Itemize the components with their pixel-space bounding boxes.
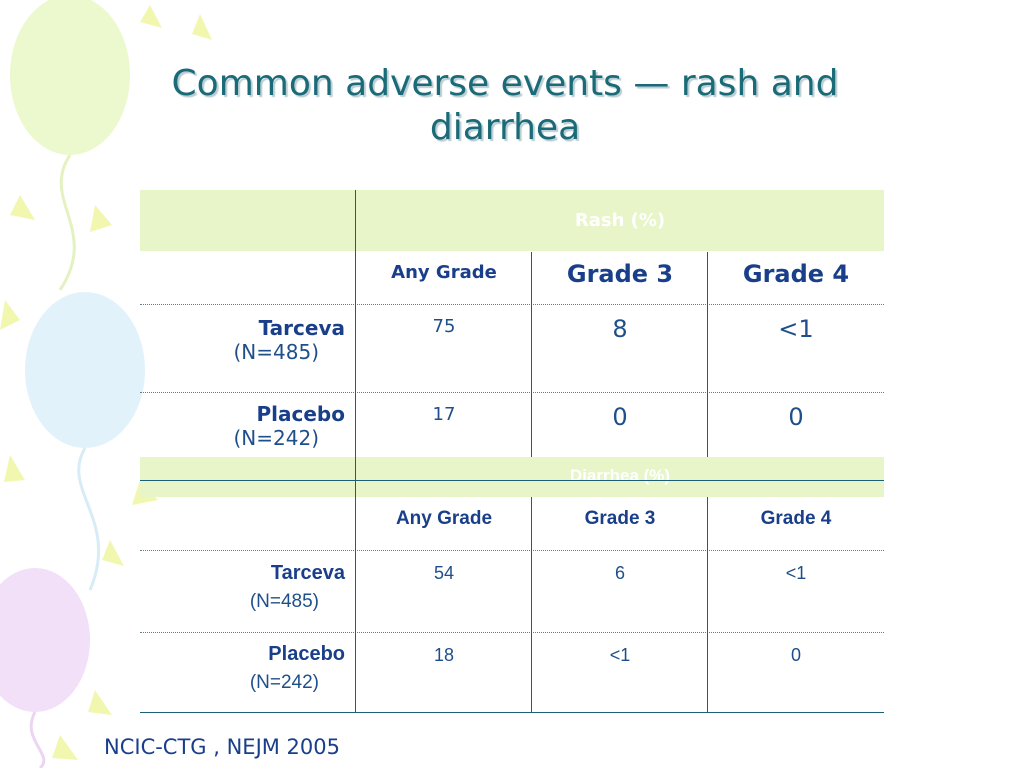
diarrhea-row-divider <box>140 550 884 551</box>
diarrhea-col-grade-3: Grade 3 <box>584 508 656 529</box>
rash-heading: Rash (%) <box>574 210 666 231</box>
diarrhea-row-tarceva-n: (N=485) <box>249 591 319 612</box>
diarrhea-header-band <box>140 457 884 497</box>
rash-row-divider <box>140 392 884 393</box>
rash-row-placebo-n: (N=242) <box>233 426 320 450</box>
column-divider <box>355 190 356 713</box>
rash-row-placebo-name: Placebo <box>256 402 346 426</box>
diarrhea-top-rule <box>140 480 884 481</box>
purple-balloon-icon <box>0 568 90 768</box>
slide-title: Common adverse events — rash and diarrhe… <box>171 63 839 148</box>
rash-col-any-grade: Any Grade <box>391 262 497 283</box>
rash-tarceva-any: 75 <box>432 316 456 337</box>
diarrhea-tarceva-g4: <1 <box>785 563 807 583</box>
diarrhea-col-grade-4: Grade 4 <box>760 508 832 529</box>
rash-row-tarceva-label: Tarceva (N=485) <box>140 316 346 364</box>
rash-header-band <box>140 190 884 251</box>
rash-row-tarceva-n: (N=485) <box>233 340 320 364</box>
rash-placebo-g3: 0 <box>612 403 628 431</box>
column-divider <box>707 497 708 713</box>
rash-tarceva-g3: 8 <box>612 315 628 343</box>
diarrhea-placebo-g3: <1 <box>609 645 631 665</box>
rash-tarceva-g4: <1 <box>778 315 814 343</box>
column-divider <box>531 497 532 713</box>
diarrhea-tarceva-g3: 6 <box>614 563 625 583</box>
blue-balloon-icon <box>25 292 145 591</box>
source-citation: NCIC-CTG , NEJM 2005 <box>104 735 341 759</box>
rash-col-grade-4: Grade 4 <box>742 260 850 288</box>
diarrhea-placebo-any: 18 <box>433 645 455 665</box>
rash-row-placebo-label: Placebo (N=242) <box>140 402 346 450</box>
diarrhea-row-tarceva-name: Tarceva <box>270 562 345 584</box>
diarrhea-row-placebo-n: (N=242) <box>249 672 319 693</box>
rash-row-divider <box>140 304 884 305</box>
diarrhea-row-tarceva-label: Tarceva (N=485) <box>140 562 345 613</box>
rash-placebo-g4: 0 <box>788 403 804 431</box>
column-divider <box>707 252 708 457</box>
rash-col-grade-3: Grade 3 <box>566 260 674 288</box>
rash-placebo-any: 17 <box>432 404 456 425</box>
green-balloon-icon <box>10 0 130 291</box>
diarrhea-row-divider <box>140 632 884 633</box>
column-divider <box>531 252 532 457</box>
diarrhea-tarceva-any: 54 <box>433 563 455 583</box>
diarrhea-bottom-rule <box>140 712 884 713</box>
rash-row-tarceva-name: Tarceva <box>258 316 345 340</box>
diarrhea-placebo-g4: 0 <box>790 645 801 665</box>
diarrhea-heading: Diarrhea (%) <box>569 466 671 485</box>
diarrhea-row-placebo-name: Placebo <box>268 643 345 665</box>
diarrhea-col-any-grade: Any Grade <box>395 508 493 529</box>
diarrhea-row-placebo-label: Placebo (N=242) <box>140 643 345 694</box>
